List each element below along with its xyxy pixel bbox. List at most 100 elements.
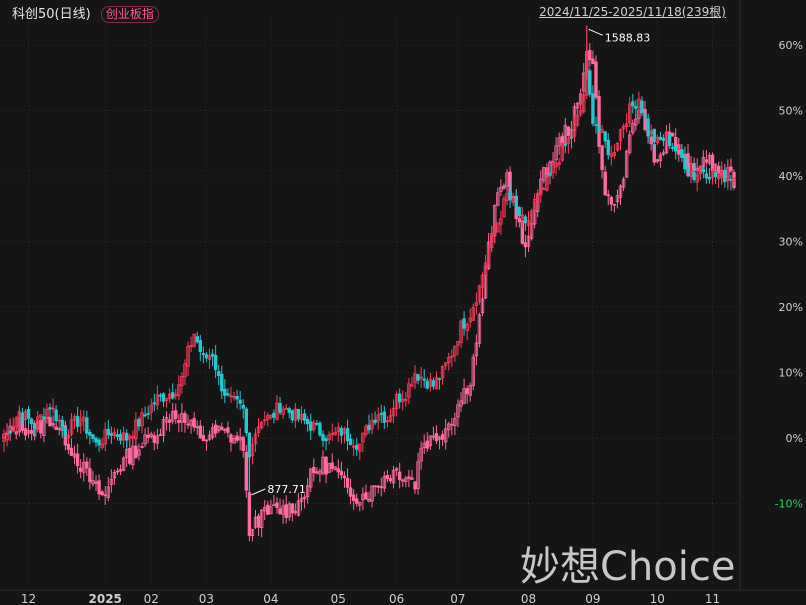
index2-candle-bar	[161, 419, 166, 436]
index2-candle-bar	[388, 478, 393, 482]
index2-candle-bar	[658, 154, 663, 162]
kechuang-candle-bar	[680, 149, 684, 158]
kechuang-candle-bar	[57, 419, 61, 422]
kechuang-candle-bar	[388, 415, 393, 422]
index2-candle-bar	[655, 159, 660, 162]
kechuang-candle-bar	[69, 419, 74, 435]
index2-candle-bar	[72, 453, 77, 458]
kechuang-candle-bar	[201, 353, 206, 355]
kechuang-candle-bar	[2, 437, 6, 442]
kechuang-candle-bar	[370, 420, 374, 430]
kechuang-candle-bar	[674, 145, 678, 152]
kechuang-candle-bar	[698, 171, 702, 175]
index2-candle-bar	[140, 446, 144, 448]
index2-candle-bar	[290, 503, 295, 514]
kechuang-candle-bar	[683, 155, 687, 170]
date-range[interactable]: 2024/11/25-2025/11/18(239根)	[539, 5, 726, 19]
index2-candle-bar	[560, 135, 564, 144]
kechuang-candle-bar	[296, 408, 301, 420]
kechuang-candle-bar	[652, 128, 656, 143]
index2-candle-bar	[244, 451, 249, 491]
kechuang-candle-bar	[263, 419, 267, 422]
index2-candle-bar	[499, 186, 503, 192]
kechuang-candle-bar	[103, 429, 107, 445]
x-tick-label: 07	[450, 592, 465, 605]
index2-candle-bar	[180, 413, 184, 423]
kechuang-candle-bar	[582, 94, 586, 113]
index2-candle-bar	[496, 192, 500, 206]
kechuang-candle-bar	[545, 175, 549, 191]
index2-candle-bar	[628, 134, 632, 153]
kechuang-candle-bar	[434, 377, 439, 390]
kechuang-candle-bar	[551, 164, 555, 174]
kechuang-candle-bar	[235, 396, 239, 400]
kechuang-candle-bar	[278, 403, 282, 413]
index2-candle-bar	[192, 418, 196, 428]
kechuang-candle-bar	[355, 444, 359, 450]
kechuang-candle-bar	[496, 222, 500, 233]
kechuang-candle-bar	[410, 384, 414, 387]
index2-candle-bar	[480, 298, 485, 314]
index2-candle-bar	[397, 471, 402, 481]
kechuang-candle-bar	[557, 162, 561, 165]
y-tick-label: 40%	[779, 170, 803, 183]
index2-candle-bar	[66, 443, 71, 450]
kechuang-candle-bar	[376, 414, 380, 422]
kechuang-candle-bar	[5, 431, 9, 441]
kechuang-candle-bar	[569, 136, 574, 139]
x-tick-label: 2025	[89, 592, 122, 605]
low-label: 877.71	[267, 483, 306, 496]
index2-candle-bar	[121, 457, 126, 471]
kechuang-candle-bar	[575, 114, 580, 126]
kechuang-candle-bar	[618, 129, 623, 142]
kechuang-candle-bar	[437, 378, 442, 380]
kechuang-candle-bar	[75, 415, 80, 427]
index2-candle-bar	[293, 510, 298, 513]
kechuang-candle-bar	[324, 438, 328, 442]
index2-candle-bar	[88, 468, 92, 483]
kechuang-candle-bar	[293, 408, 298, 421]
kechuang-candle-bar	[327, 434, 331, 440]
index2-candle-bar	[210, 427, 215, 438]
kechuang-candle-bar	[32, 423, 37, 429]
kechuang-candle-bar	[447, 356, 451, 364]
kechuang-candle-bar	[661, 137, 666, 141]
kechuang-candle-bar	[284, 407, 288, 410]
kechuang-candle-bar	[88, 431, 92, 436]
index2-candle-bar	[177, 419, 181, 424]
kechuang-candle-bar	[106, 428, 110, 436]
kechuang-candle-bar	[155, 394, 160, 406]
kechuang-candle-bar	[720, 169, 724, 178]
kechuang-candle-bar	[20, 412, 25, 421]
kechuang-candle-bar	[689, 171, 693, 174]
kechuang-candle-bar	[321, 434, 325, 441]
low-arrow	[251, 488, 266, 496]
index2-candle-bar	[618, 185, 623, 198]
kechuang-candle-bar	[692, 171, 696, 180]
index2-candle-bar	[204, 439, 209, 442]
kechuang-candle-bar	[241, 404, 245, 409]
y-axis: 60% 50% 40% 30% 20% 10% 0% -10%	[775, 39, 803, 511]
kechuang-candle-bar	[514, 198, 518, 207]
index2-candle-bar	[54, 426, 58, 431]
kechuang-candle-bar	[640, 100, 644, 114]
kechuang-candle-bar	[440, 365, 445, 379]
index2-candle-bar	[339, 470, 344, 476]
y-tick-label: -10%	[775, 498, 803, 511]
index2-candle-bar	[106, 486, 110, 498]
index2-candle-bar	[269, 506, 273, 515]
kechuang-candle-bar	[459, 320, 463, 343]
kechuang-candle-bar	[220, 373, 224, 392]
index2-candle-bar	[588, 49, 592, 61]
index2-candle-bar	[158, 434, 163, 436]
index2-candle-bar	[247, 492, 252, 536]
index2-candle-bar	[474, 342, 479, 357]
kechuang-candle-bar	[606, 139, 610, 156]
index2-candle-bar	[401, 479, 405, 482]
kechuang-candle-bar	[637, 98, 641, 108]
index2-candle-bar	[462, 388, 466, 404]
compare-badge[interactable]: 创业板指	[100, 6, 159, 23]
kechuang-candle-bar	[309, 421, 313, 431]
index2-candle-bar	[416, 461, 420, 489]
kechuang-candle-bar	[385, 420, 390, 423]
